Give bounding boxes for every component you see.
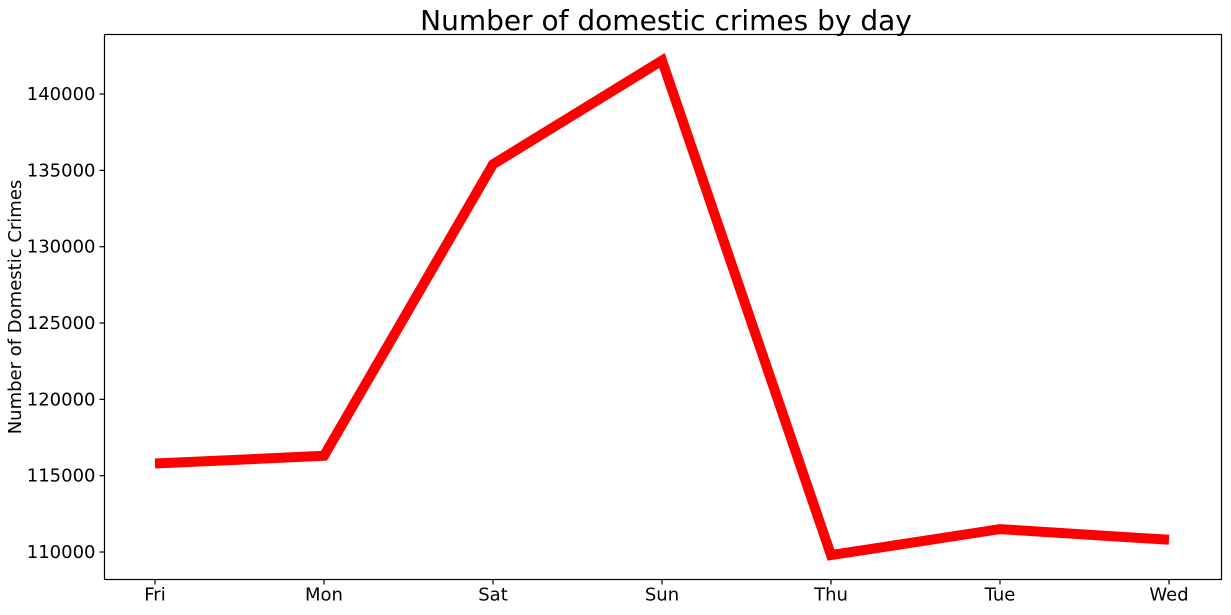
- y-tick-label: 110000: [27, 542, 96, 563]
- x-tick-label: Wed: [1149, 585, 1188, 606]
- y-tick-label: 115000: [27, 466, 96, 487]
- x-axis-ticks: Fri Mon Sat Sun Thu Tue Wed: [144, 579, 1189, 606]
- series-layer: [154, 52, 1170, 561]
- y-tick-label: 135000: [27, 160, 96, 181]
- y-axis-ticks: 110000 115000 120000 125000 130000 135000 1400…: [27, 84, 105, 563]
- chart-title: Number of domestic crimes by day: [420, 4, 912, 37]
- x-tick-label: Thu: [813, 585, 848, 606]
- y-tick-label: 130000: [27, 237, 96, 258]
- series-line-0: [154, 52, 1170, 561]
- y-tick-label: 125000: [27, 313, 96, 334]
- x-tick-label: Sat: [478, 585, 508, 606]
- plot-area-frame: [103, 33, 1223, 581]
- y-axis-label: Number of Domestic Crimes: [5, 180, 26, 435]
- x-tick-label: Fri: [144, 585, 165, 606]
- y-tick-label: 120000: [27, 389, 96, 410]
- x-tick-label: Mon: [305, 585, 343, 606]
- x-tick-label: Sun: [645, 585, 679, 606]
- y-tick-label: 140000: [27, 84, 96, 105]
- x-tick-label: Tue: [984, 585, 1016, 606]
